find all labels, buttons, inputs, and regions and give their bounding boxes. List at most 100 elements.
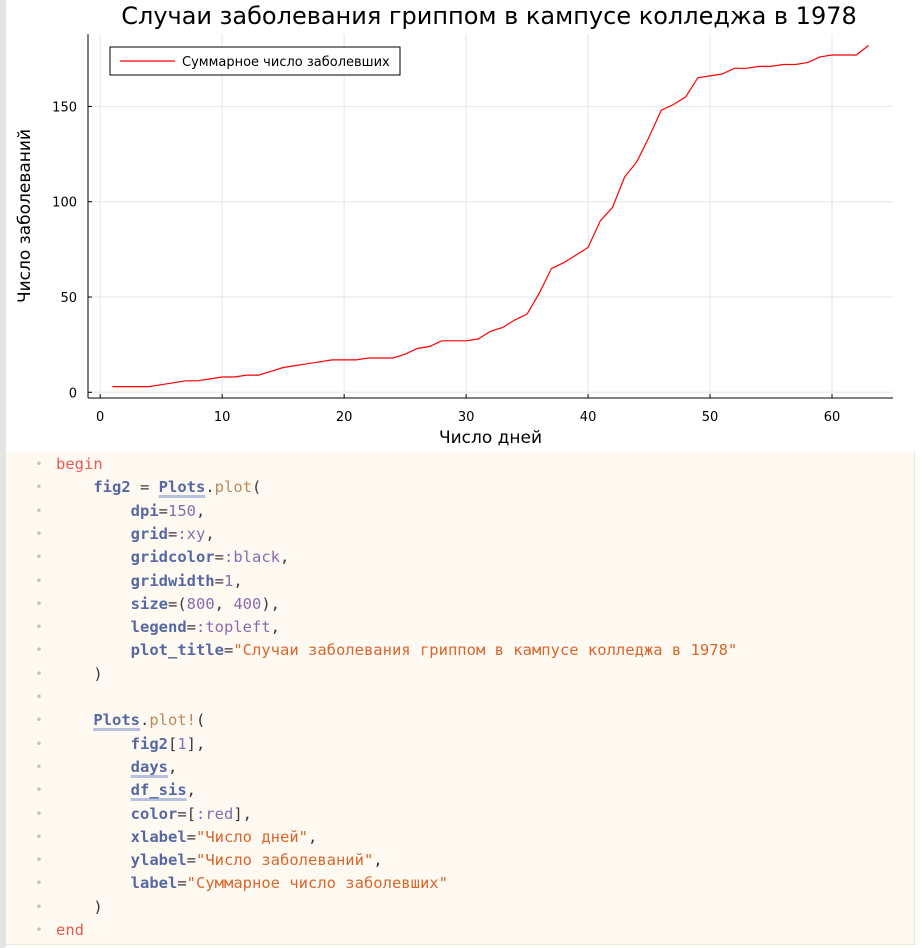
code-token: fig2 bbox=[130, 734, 168, 753]
code-token: grid bbox=[130, 524, 168, 543]
code-token: 400 bbox=[233, 594, 262, 613]
code-token bbox=[56, 805, 131, 823]
code-line: • size=(800, 400), bbox=[6, 593, 906, 616]
code-token: 800 bbox=[186, 594, 215, 613]
code-token: plot! bbox=[149, 711, 197, 730]
code-token: fig2 bbox=[93, 478, 131, 497]
line-gutter-dot: • bbox=[35, 759, 43, 774]
code-token: , bbox=[196, 501, 206, 520]
code-token: plot bbox=[214, 478, 252, 497]
code-token: ( bbox=[196, 711, 206, 730]
line-gutter-dot: • bbox=[35, 526, 43, 541]
x-tick-label: 20 bbox=[336, 410, 353, 425]
code-token: end bbox=[56, 921, 84, 939]
code-token: = bbox=[130, 478, 159, 497]
code-line: • grid=:xy, bbox=[6, 523, 906, 546]
line-gutter-dot: • bbox=[35, 713, 43, 728]
line-gutter-dot: • bbox=[35, 573, 43, 588]
code-line: • ) bbox=[6, 663, 906, 686]
line-gutter-dot: • bbox=[35, 923, 43, 937]
code-line: • gridcolor=:black, bbox=[6, 546, 906, 569]
code-line: • begin bbox=[6, 453, 906, 476]
code-token: , bbox=[205, 524, 215, 543]
code-token: . bbox=[205, 478, 215, 497]
code-line: • xlabel="Число дней", bbox=[6, 826, 906, 849]
code-token: ), bbox=[261, 594, 280, 613]
code-token: ( bbox=[252, 478, 262, 497]
code-line: • color=[:red], bbox=[6, 803, 906, 826]
code-token bbox=[56, 758, 131, 776]
chart-title: Случаи заболевания гриппом в кампусе кол… bbox=[121, 2, 857, 30]
code-text: fig2[1], bbox=[56, 733, 206, 756]
code-token: = bbox=[186, 618, 196, 637]
code-token: 1 bbox=[224, 571, 234, 590]
line-gutter-dot: • bbox=[35, 899, 43, 914]
y-tick-label: 0 bbox=[69, 386, 77, 401]
code-token: xlabel bbox=[130, 827, 187, 846]
code-token bbox=[56, 502, 131, 520]
code-text: begin bbox=[56, 453, 103, 476]
code-text: Plots.plot!( bbox=[56, 709, 205, 732]
code-token bbox=[56, 735, 131, 753]
y-axis-label: Число заболеваний bbox=[15, 129, 35, 303]
code-token: ], bbox=[186, 734, 206, 753]
code-token: = bbox=[167, 524, 178, 543]
code-token bbox=[56, 874, 131, 892]
code-text: legend=:topleft, bbox=[56, 616, 280, 639]
code-token: ylabel bbox=[130, 851, 187, 870]
code-token bbox=[56, 851, 131, 869]
code-text: fig2 = Plots.plot( bbox=[56, 476, 261, 499]
code-token: legend bbox=[130, 618, 187, 637]
code-text: gridwidth=1, bbox=[56, 570, 243, 593]
code-token bbox=[56, 525, 131, 543]
code-text: ) bbox=[56, 663, 102, 686]
line-gutter-dot: • bbox=[35, 666, 43, 681]
code-token: [ bbox=[167, 734, 178, 753]
code-cell[interactable]: • begin • fig2 = Plots.plot(• dpi=150, • gr… bbox=[6, 452, 915, 945]
code-text: df_sis, bbox=[56, 779, 196, 802]
code-token: , bbox=[270, 618, 280, 637]
code-token: , bbox=[186, 781, 196, 800]
code-token: 1 bbox=[177, 734, 187, 753]
code-line: • plot_title="Случаи заболевания гриппом… bbox=[6, 639, 906, 662]
code-line: • dpi=150, bbox=[6, 500, 906, 523]
code-token bbox=[56, 898, 93, 916]
code-line: • Plots.plot!( bbox=[6, 709, 906, 732]
code-token: plot_title bbox=[130, 641, 224, 660]
code-token: begin bbox=[56, 455, 103, 473]
code-text: ylabel="Число заболеваний", bbox=[56, 849, 383, 872]
code-token: , bbox=[280, 548, 290, 567]
y-tick-label: 150 bbox=[52, 100, 77, 115]
code-token: "Число дней" bbox=[196, 827, 308, 846]
line-gutter-dot: • bbox=[35, 550, 43, 565]
x-tick-label: 60 bbox=[824, 410, 841, 425]
code-token: , bbox=[167, 757, 178, 776]
code-token: Plots bbox=[93, 711, 140, 730]
code-line: • bbox=[6, 686, 906, 709]
line-gutter-dot: • bbox=[35, 876, 43, 891]
code-token: , bbox=[373, 851, 383, 870]
code-line: • gridwidth=1, bbox=[6, 570, 906, 593]
code-token: days bbox=[130, 757, 168, 776]
code-token: Plots bbox=[158, 478, 206, 497]
code-line: • label="Суммарное число заболевших" bbox=[6, 872, 906, 895]
code-token bbox=[56, 618, 131, 636]
code-text: dpi=150, bbox=[56, 500, 206, 523]
code-token: :xy bbox=[177, 524, 206, 543]
x-tick-label: 10 bbox=[214, 410, 231, 425]
code-text: color=[:red], bbox=[56, 803, 252, 826]
code-token bbox=[56, 641, 131, 659]
code-token: ) bbox=[93, 897, 103, 916]
code-text: grid=:xy, bbox=[56, 523, 215, 546]
code-token bbox=[56, 595, 131, 613]
line-chart: 0 10 20 30 40 50 60 0 50 100 150 Случаи заболевания… bbox=[15, 2, 893, 448]
code-token: , bbox=[233, 571, 243, 590]
code-token: = bbox=[186, 851, 196, 870]
code-token bbox=[56, 665, 93, 683]
code-token bbox=[56, 478, 93, 496]
code-token: gridcolor bbox=[130, 548, 215, 567]
code-line: • df_sis, bbox=[6, 779, 906, 802]
line-gutter-dot: • bbox=[35, 503, 43, 518]
y-tick-label: 50 bbox=[60, 291, 77, 306]
code-line: • ylabel="Число заболеваний", bbox=[6, 849, 906, 872]
